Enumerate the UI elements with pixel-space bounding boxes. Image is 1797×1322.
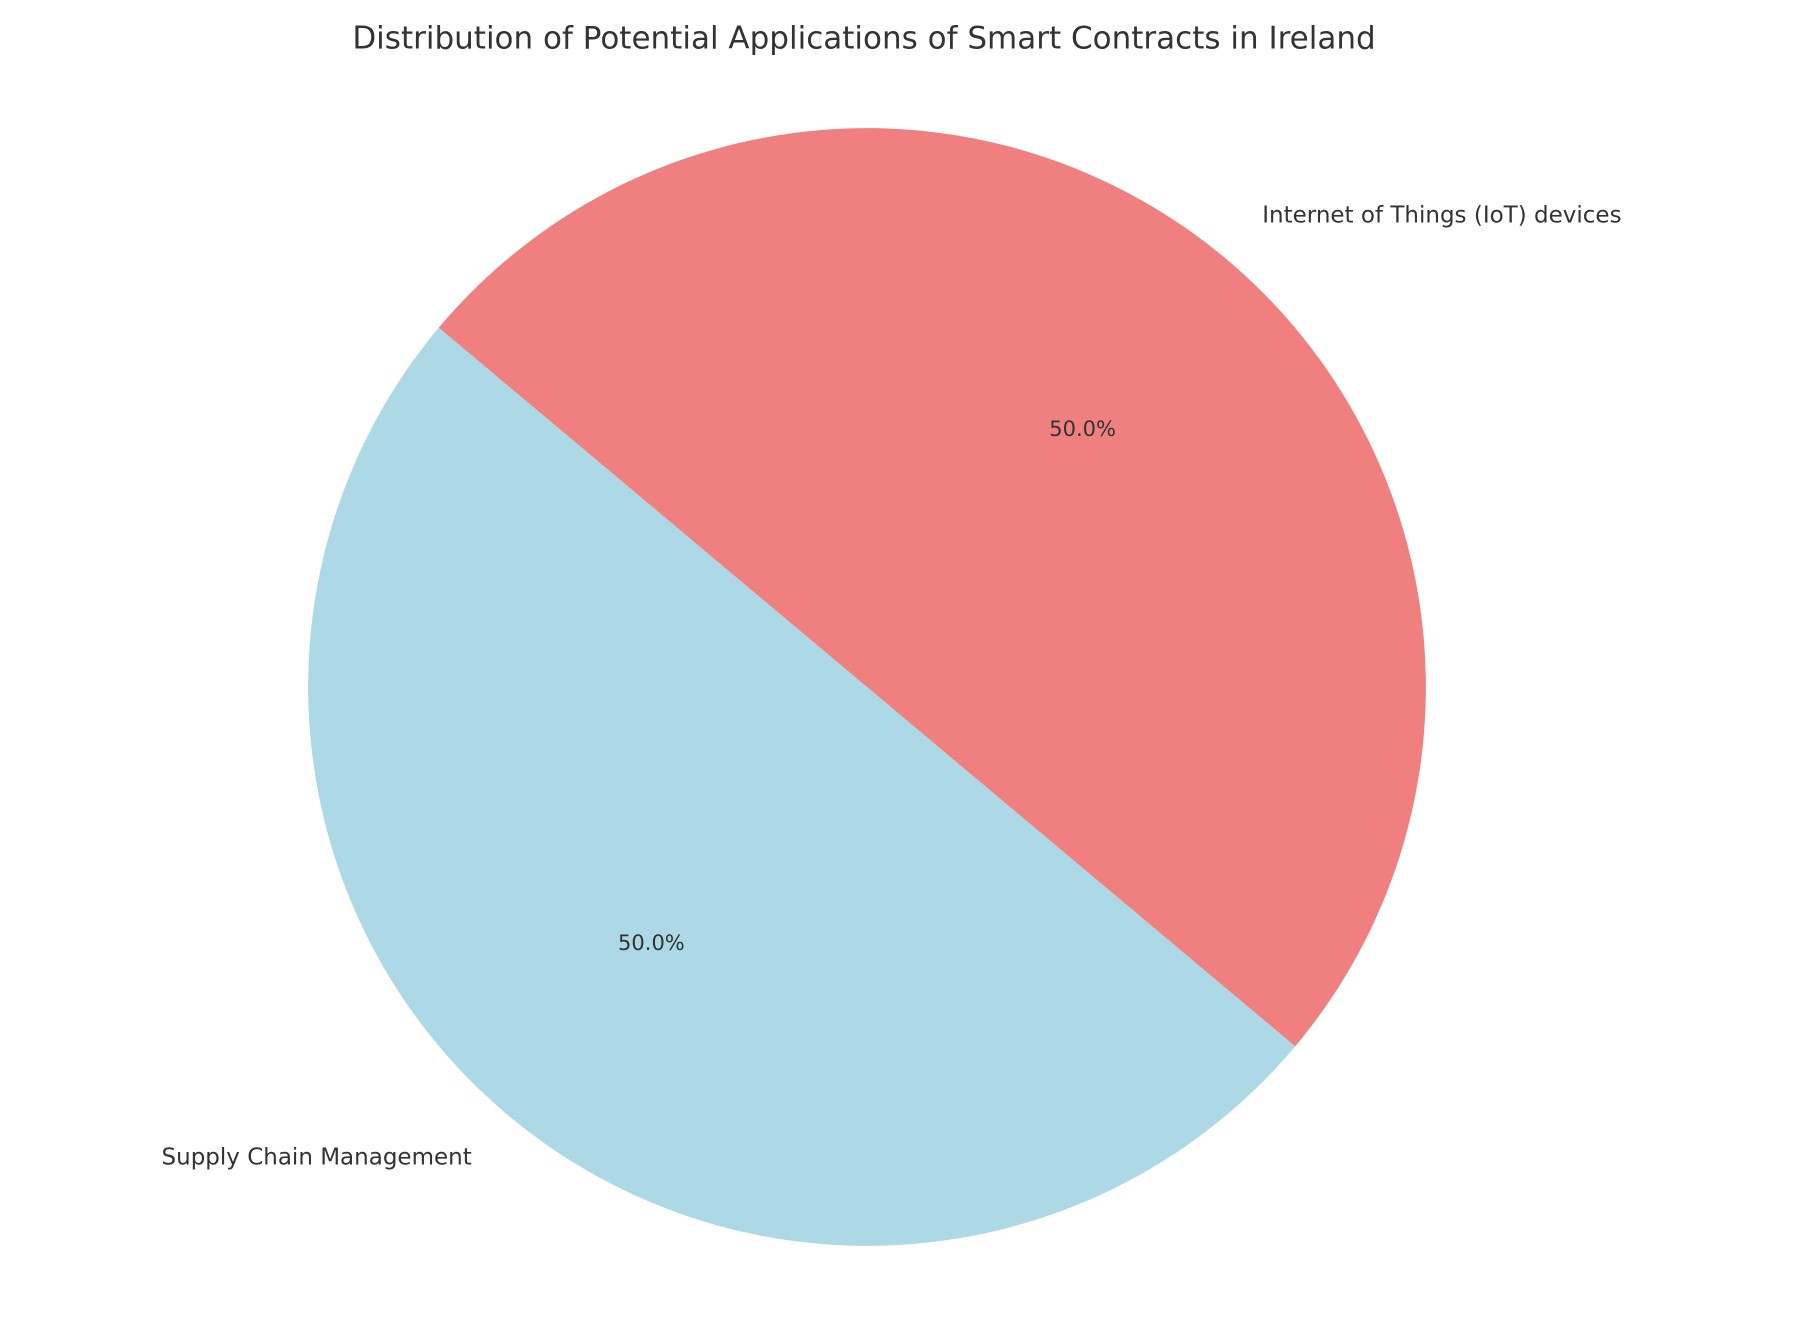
pie-slice <box>438 128 1426 1047</box>
slice-label: Supply Chain Management <box>162 1145 472 1171</box>
value-label: 50.0% <box>618 931 685 955</box>
chart-title: Distribution of Potential Applications o… <box>352 21 1375 57</box>
value-label: 50.0% <box>1049 417 1116 441</box>
pie-slice <box>308 327 1296 1246</box>
slice-label: Internet of Things (IoT) devices <box>1262 202 1621 228</box>
